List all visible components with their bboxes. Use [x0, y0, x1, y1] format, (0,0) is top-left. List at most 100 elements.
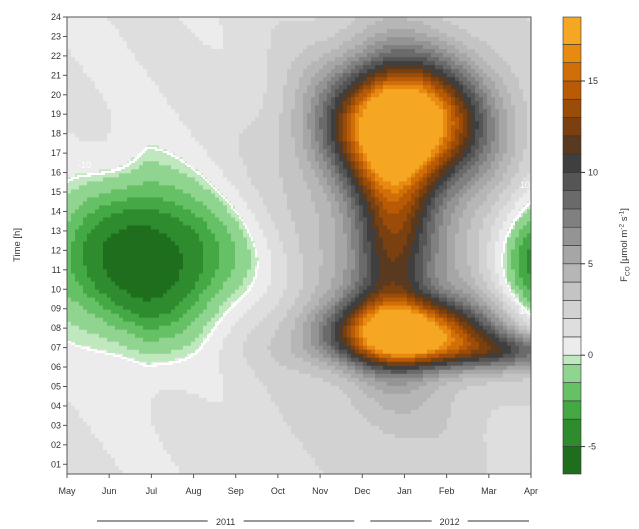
heatmap-cell: [183, 69, 188, 74]
heatmap-cell: [67, 421, 72, 427]
heatmap-cell: [99, 401, 104, 407]
heatmap-cell: [239, 341, 244, 347]
heatmap-cell: [207, 69, 212, 74]
heatmap-cell: [115, 41, 120, 46]
heatmap-cell: [219, 353, 224, 359]
heatmap-cell: [107, 249, 112, 254]
heatmap-cell: [171, 225, 176, 230]
heatmap-cell: [239, 241, 244, 246]
heatmap-cell: [171, 109, 176, 114]
heatmap-cell: [87, 361, 92, 367]
heatmap-cell: [175, 449, 180, 455]
heatmap-cell: [211, 181, 216, 186]
heatmap-cell: [195, 385, 200, 391]
heatmap-cell: [187, 137, 192, 142]
heatmap-cell: [203, 297, 208, 302]
heatmap-cell: [111, 273, 116, 278]
heatmap-cell: [151, 297, 156, 302]
heatmap-cell: [223, 189, 228, 194]
heatmap-cell: [111, 469, 116, 475]
heatmap-cell: [91, 405, 96, 411]
heatmap-cell: [219, 137, 224, 142]
heatmap-cell: [235, 193, 240, 198]
heatmap-cell: [191, 397, 196, 403]
heatmap-cell: [71, 429, 76, 435]
heatmap-cell: [191, 449, 196, 455]
heatmap-cell: [99, 33, 104, 38]
heatmap-cell: [187, 433, 192, 439]
heatmap-cell: [211, 245, 216, 250]
heatmap-cell: [191, 361, 196, 367]
heatmap-cell: [235, 409, 240, 415]
heatmap-cell: [211, 417, 216, 423]
heatmap-cell: [175, 25, 180, 30]
heatmap-cell: [71, 461, 76, 467]
heatmap-cell: [215, 237, 220, 242]
heatmap-cell: [211, 321, 216, 327]
heatmap-cell: [175, 445, 180, 451]
heatmap-cell: [175, 457, 180, 463]
heatmap-cell: [111, 305, 116, 310]
heatmap-cell: [159, 449, 164, 455]
heatmap-cell: [143, 453, 148, 459]
heatmap-cell: [207, 277, 212, 282]
heatmap-cell: [163, 429, 168, 435]
heatmap-cell: [151, 193, 156, 198]
heatmap-cell: [219, 325, 224, 331]
heatmap-cell: [183, 465, 188, 471]
heatmap-cell: [223, 181, 228, 186]
heatmap-cell: [75, 233, 80, 238]
heatmap-cell: [211, 345, 216, 351]
heatmap-cell: [231, 277, 236, 282]
heatmap-cell: [211, 217, 216, 222]
heatmap-cell: [175, 89, 180, 94]
heatmap-cell: [119, 253, 124, 258]
heatmap-cell: [107, 209, 112, 214]
heatmap-cell: [239, 349, 244, 355]
heatmap-cell: [87, 141, 92, 146]
heatmap-cell: [155, 85, 160, 90]
heatmap-cell: [187, 453, 192, 459]
heatmap-cell: [167, 61, 172, 66]
heatmap-cell: [79, 421, 84, 427]
heatmap-cell: [211, 253, 216, 258]
heatmap-cell: [115, 305, 120, 310]
heatmap-cell: [111, 109, 116, 114]
heatmap-cell: [163, 305, 168, 310]
heatmap-cell: [91, 253, 96, 258]
heatmap-cell: [119, 225, 124, 230]
heatmap-cell: [143, 441, 148, 447]
heatmap-cell: [163, 89, 168, 94]
heatmap-cell: [195, 61, 200, 66]
heatmap-cell: [91, 185, 96, 190]
heatmap-cell: [75, 225, 80, 230]
heatmap-cell: [207, 245, 212, 250]
heatmap-cell: [95, 357, 100, 363]
heatmap-cell: [127, 321, 132, 327]
heatmap-cell: [83, 465, 88, 471]
heatmap-cell: [199, 381, 204, 387]
heatmap-cell: [235, 405, 240, 411]
heatmap-cell: [143, 69, 148, 74]
heatmap-cell: [231, 425, 236, 431]
heatmap-cell: [75, 265, 80, 270]
heatmap-cell: [227, 117, 232, 122]
heatmap-cell: [67, 277, 72, 282]
heatmap-cell: [103, 401, 108, 407]
heatmap-cell: [183, 413, 188, 419]
heatmap-cell: [179, 173, 184, 178]
heatmap-cell: [131, 377, 136, 383]
heatmap-cell: [199, 269, 204, 274]
heatmap-cell: [207, 209, 212, 214]
heatmap-cell: [119, 277, 124, 282]
heatmap-cell: [191, 445, 196, 451]
heatmap-cell: [95, 281, 100, 286]
heatmap-cell: [155, 41, 160, 46]
heatmap-cell: [159, 305, 164, 310]
heatmap-cell: [207, 413, 212, 419]
heatmap-cell: [175, 389, 180, 395]
heatmap-cell: [107, 93, 112, 98]
heatmap-cell: [231, 341, 236, 347]
heatmap-cell: [167, 41, 172, 46]
heatmap-cell: [235, 169, 240, 174]
